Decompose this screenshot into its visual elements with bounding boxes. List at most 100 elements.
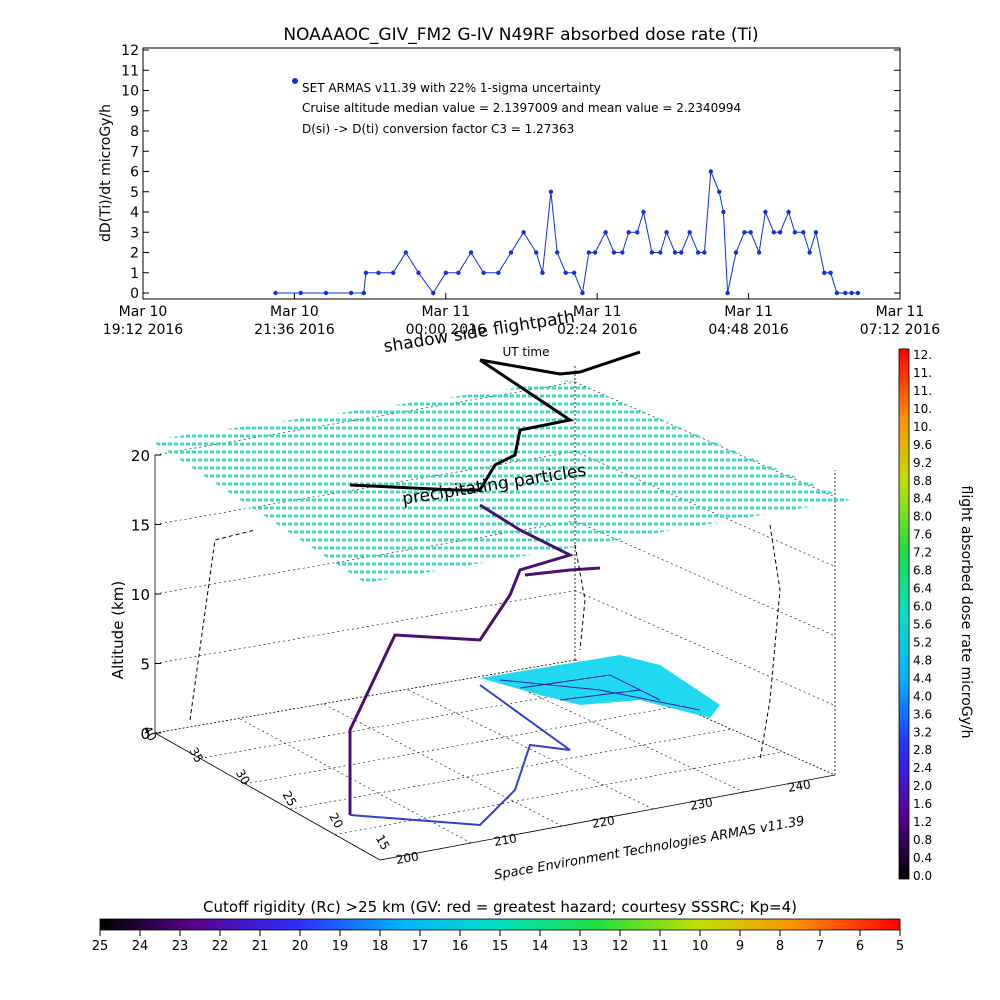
data-point (649, 250, 655, 255)
data-point (801, 230, 806, 235)
dose-colorbar-tick-label: 9.2 (913, 456, 932, 470)
cutoff-tick-label: 8 (776, 939, 784, 954)
cutoff-tick-label: 10 (692, 939, 709, 954)
floor-gridline-b (238, 718, 472, 844)
data-point (771, 230, 776, 235)
cutoff-tick-label: 19 (332, 939, 349, 954)
data-point (742, 230, 747, 235)
dose-colorbar-tick-label: 12. (913, 348, 932, 362)
dose-colorbar-tick-label: 2.0 (913, 779, 932, 793)
ground-region (480, 655, 720, 718)
cutoff-tick-label: 13 (572, 939, 589, 954)
cutoff-tick-label: 17 (412, 939, 429, 954)
top-x-tick-time: 07:12 2016 (860, 322, 941, 338)
longitude-tick-label: 210 (493, 831, 518, 849)
cutoff-tick-label: 15 (492, 939, 509, 954)
ground-contours (499, 674, 701, 711)
dose-colorbar-tick-label: 4.4 (913, 671, 932, 685)
wall-gridline-right (574, 451, 836, 567)
dose-colorbar-tick-label: 8.8 (913, 474, 932, 488)
data-point (813, 230, 819, 235)
cutoff-tick-label: 25 (92, 939, 109, 954)
data-point (580, 290, 585, 296)
dose-colorbar-tick-label: 1.2 (913, 815, 932, 829)
precipitating-plane (150, 380, 850, 583)
top-y-tick-label: 5 (130, 185, 139, 201)
dose-colorbar-tick-label: 6.4 (913, 582, 932, 596)
top-y-tick-label: 11 (121, 63, 139, 79)
data-point (586, 250, 591, 255)
dose-colorbar-tick-label: 0.8 (913, 833, 932, 847)
top-x-tick-time: 04:48 2016 (708, 322, 789, 338)
flightpath-ground (349, 684, 571, 827)
dose-colorbar-tick-label: 11. (913, 366, 932, 380)
dose-colorbar-tick-label: 5.6 (913, 617, 932, 631)
altitude-tick-label: 15 (131, 517, 150, 535)
shadow-flightpath (349, 350, 641, 492)
data-point (658, 250, 663, 255)
data-point (496, 270, 501, 275)
cutoff-rigidity-bar: Cutoff rigidity (Rc) >25 km (GV: red = g… (92, 898, 904, 954)
annotation-1: SET ARMAS v11.39 with 22% 1-sigma uncert… (302, 81, 601, 95)
dose-colorbar-tick-label: 8.4 (913, 492, 932, 506)
floor-gridline-b (406, 688, 654, 810)
data-point (695, 250, 701, 255)
cutoff-tick-label: 9 (736, 939, 744, 954)
data-point (555, 250, 560, 255)
annotation-2: Cruise altitude median value = 2.1397009… (302, 101, 741, 115)
dose-colorbar-tick-label: 0.4 (913, 851, 932, 865)
floor-gridline-a (334, 751, 784, 835)
data-point (611, 250, 617, 255)
latitude-tick-label: 20 (326, 810, 346, 830)
cutoff-ticks: 25 24 23 22 21 20 19 18 17 16 15 14 13 12 11 10 9 8 7 6 5 (92, 930, 904, 954)
data-point (748, 230, 753, 235)
cutoff-tick-label: 6 (856, 939, 864, 954)
dose-rate-chart: NOAAAOC_GIV_FM2 G-IV N49RF absorbed dose… (98, 25, 940, 338)
top-x-tick-date: Mar 11 (724, 304, 773, 320)
cutoff-tick-label: 16 (452, 939, 469, 954)
dose-colorbar-tick-label: 6.8 (913, 564, 932, 578)
top-y-tick-label: 4 (130, 205, 139, 221)
altitude-ticks: 0 5 10 15 20 (131, 447, 161, 743)
dose-colorbar-tick-label: 4.8 (913, 653, 932, 667)
credit-label: Space Environment Technologies ARMAS v11… (493, 814, 806, 883)
data-point (721, 209, 726, 215)
cutoff-tick-label: 20 (292, 939, 309, 954)
data-point (571, 270, 577, 275)
longitude-tick-label: 230 (689, 795, 714, 813)
longitude-ticks: 200 210 220 230 240 (395, 777, 812, 867)
data-point (323, 290, 329, 296)
data-point (786, 209, 791, 215)
data-point (603, 230, 608, 235)
data-point (508, 250, 514, 255)
longitude-tick-label: 220 (591, 813, 616, 831)
data-point (828, 270, 833, 275)
data-point (733, 250, 739, 255)
data-point (361, 290, 366, 296)
latitude-tick-label: 40 (140, 723, 160, 743)
altitude-tick-label: 20 (131, 447, 150, 465)
latitude-tick-label: 25 (280, 789, 300, 809)
dose-colorbar-tick-label: 9.6 (913, 438, 932, 452)
cutoff-tick-label: 18 (372, 939, 389, 954)
altitude-tick-label: 0 (140, 725, 150, 743)
cutoff-tick-label: 23 (172, 939, 189, 954)
data-point (834, 290, 840, 296)
top-y-tick-label: 2 (130, 246, 139, 262)
data-point (273, 290, 278, 296)
cutoff-tick-label: 7 (816, 939, 824, 954)
data-point (807, 250, 812, 255)
data-point (708, 169, 713, 174)
data-point (431, 290, 436, 296)
floor-gridline-a (289, 728, 732, 810)
top-chart-title: NOAAAOC_GIV_FM2 G-IV N49RF absorbed dose… (283, 25, 758, 45)
dose-colorbar-tick-label: 10. (913, 402, 932, 416)
longitude-tick-label: 200 (395, 849, 420, 867)
wall-gridline-right (574, 520, 836, 637)
top-y-tick-label: 9 (130, 104, 139, 120)
data-point (416, 270, 421, 275)
cutoff-tick-label: 22 (212, 939, 229, 954)
top-y-tick-label: 12 (121, 43, 139, 59)
